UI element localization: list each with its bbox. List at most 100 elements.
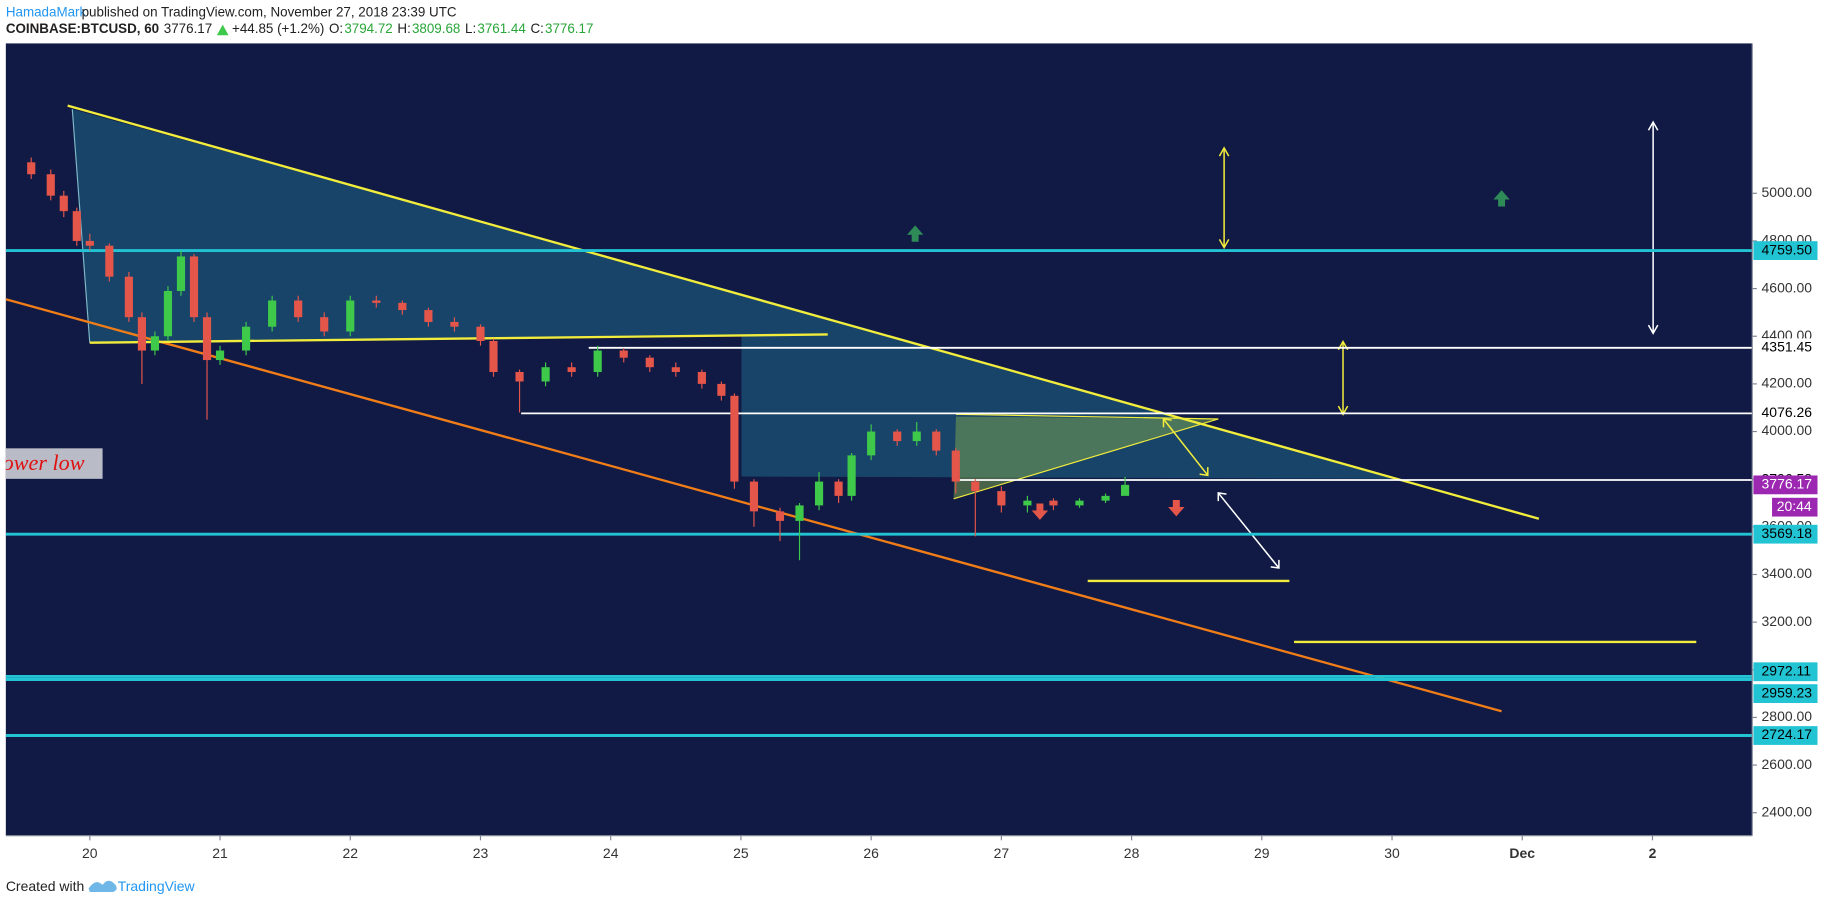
x-tick-label: 30 xyxy=(1384,845,1400,861)
candle-body xyxy=(1075,500,1084,506)
candle-body xyxy=(814,481,824,506)
level-label: 3569.18 xyxy=(1762,525,1813,541)
annotation-box xyxy=(5,448,103,479)
candle-body xyxy=(645,357,654,368)
y-tick-label: 4000.00 xyxy=(1762,422,1813,438)
candle-body xyxy=(176,256,186,291)
y-tick-label: 2600.00 xyxy=(1762,756,1813,772)
y-tick-label: 5000.00 xyxy=(1762,184,1813,200)
candle-body xyxy=(671,367,680,372)
down-arrow xyxy=(1031,503,1049,520)
up-arrow xyxy=(907,225,924,242)
triangle-edge xyxy=(71,109,91,343)
candles xyxy=(27,157,1130,561)
candle-body xyxy=(997,491,1006,506)
candle-body xyxy=(85,240,94,246)
level-label-bg xyxy=(1753,726,1818,745)
triangle-fill xyxy=(72,109,742,343)
annotation: lower low xyxy=(0,450,85,475)
candle-body xyxy=(717,383,726,396)
levels xyxy=(5,249,1753,737)
candle-body xyxy=(105,245,114,277)
brand[interactable]: TradingView xyxy=(118,878,196,894)
candle-body xyxy=(242,326,251,351)
candle-body xyxy=(137,317,146,351)
countdown: 20:44 xyxy=(1777,498,1812,514)
candle-body xyxy=(1120,484,1130,496)
candle-body xyxy=(1049,500,1058,506)
level-label-bg xyxy=(1753,524,1818,544)
level-label: 4351.45 xyxy=(1762,338,1813,354)
candle-body xyxy=(189,256,199,318)
candle-body xyxy=(593,350,602,372)
candle-body xyxy=(46,174,55,196)
candle-body xyxy=(730,395,739,482)
candle-body xyxy=(1023,500,1032,506)
x-tick-label: 23 xyxy=(473,845,489,861)
header-text: 3794.72 xyxy=(344,21,392,36)
level-label: 2959.23 xyxy=(1762,684,1813,700)
candle-body xyxy=(515,371,524,382)
brand-logo xyxy=(88,880,117,892)
trend-line xyxy=(67,104,1540,520)
candle-body xyxy=(541,367,550,382)
candle-body xyxy=(795,505,804,521)
x-tick-label: 28 xyxy=(1124,845,1140,861)
footer: Created with xyxy=(6,878,84,894)
header-text: 3776.17 xyxy=(164,21,212,36)
x-tick-label: 26 xyxy=(863,845,879,861)
header-text: +44.85 (+1.2%) xyxy=(232,21,324,36)
ohlc-label: H: xyxy=(397,21,410,36)
candle-body xyxy=(150,336,160,351)
last-price-bg xyxy=(1753,475,1818,495)
candle-body xyxy=(27,162,36,175)
candle-body xyxy=(775,511,785,521)
axes: 2400.002600.002800.003000.003200.003400.… xyxy=(5,43,1818,861)
level-label: 2724.17 xyxy=(1762,726,1813,742)
candle-body xyxy=(202,317,212,361)
candle-body xyxy=(268,300,277,327)
candle-body xyxy=(124,276,133,318)
header-text: 3809.68 xyxy=(412,21,460,36)
ohlc-label: O: xyxy=(329,21,343,36)
countdown-bg xyxy=(1772,497,1818,517)
candle-body xyxy=(163,290,173,337)
level-label-bg xyxy=(1753,662,1818,682)
candle-body xyxy=(847,455,856,496)
trend-line xyxy=(955,413,1219,420)
x-tick-label: 22 xyxy=(342,845,358,861)
candle-body xyxy=(59,195,68,212)
up-triangle xyxy=(216,24,229,36)
y-tick-label: 3400.00 xyxy=(1762,565,1813,581)
candle-body xyxy=(749,481,759,512)
author[interactable]: HamadaMark xyxy=(6,4,87,19)
candle-body xyxy=(1101,495,1110,501)
header-text: COINBASE:BTCUSD, 60 xyxy=(6,21,159,36)
up-arrow xyxy=(1493,190,1510,207)
level-label-bg xyxy=(1753,684,1818,703)
x-tick-label: 21 xyxy=(212,845,228,861)
candle-body xyxy=(398,302,407,311)
y-tick-label: 4200.00 xyxy=(1762,375,1813,391)
ohlc-label: L: xyxy=(465,21,476,36)
candle-body xyxy=(893,431,902,442)
candle-body xyxy=(834,481,843,496)
candle-body xyxy=(912,431,921,442)
ohlc-label: C: xyxy=(530,21,543,36)
candle-body xyxy=(951,450,960,482)
candle-body xyxy=(971,481,980,492)
candle-body xyxy=(450,321,459,327)
x-tick-label: 25 xyxy=(733,845,749,861)
candle-body xyxy=(320,317,329,332)
level-label-bg xyxy=(1753,241,1818,260)
level-label-bg xyxy=(1753,403,1818,423)
candle-body xyxy=(215,350,225,361)
header-text: 3761.44 xyxy=(477,21,526,36)
candle-body xyxy=(489,341,498,372)
candle-body xyxy=(567,367,576,372)
y-tick-label: 3200.00 xyxy=(1762,613,1813,629)
y-tick-label: 2800.00 xyxy=(1762,708,1813,724)
candle-body xyxy=(346,300,355,332)
